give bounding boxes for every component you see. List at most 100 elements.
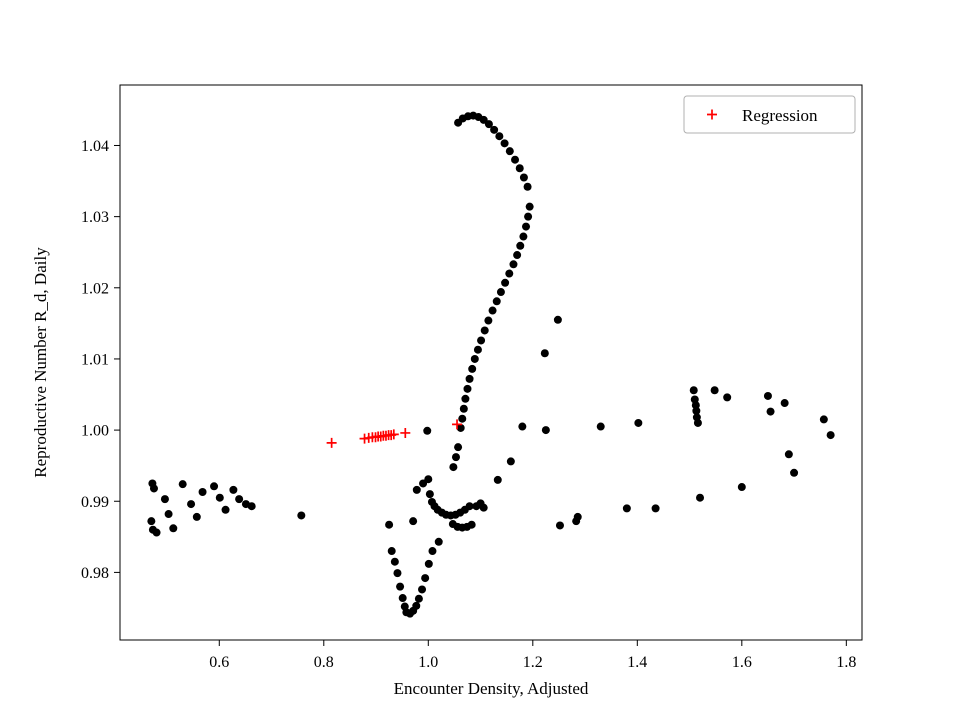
data-point [454, 443, 463, 452]
y-tick-label: 1.00 [81, 423, 109, 440]
data-point [421, 574, 430, 583]
data-point [493, 475, 502, 484]
data-point [247, 502, 256, 511]
x-tick-label: 1.4 [627, 654, 647, 671]
data-point [500, 139, 509, 148]
data-point [454, 118, 463, 127]
data-point [790, 468, 799, 477]
data-point [192, 512, 201, 521]
data-point [523, 182, 532, 191]
data-point [465, 502, 474, 511]
data-point [524, 212, 533, 221]
data-point [737, 483, 746, 492]
data-point [424, 475, 433, 484]
data-point [693, 418, 702, 427]
data-point [484, 316, 493, 325]
data-point [480, 326, 489, 335]
data-point [519, 173, 528, 182]
data-point [451, 453, 460, 462]
data-point [723, 393, 732, 402]
data-point [522, 222, 531, 231]
data-point [393, 569, 402, 578]
x-tick-label: 0.8 [314, 654, 334, 671]
y-tick-label: 1.03 [81, 209, 109, 226]
data-point [461, 394, 470, 403]
data-point [385, 520, 394, 529]
legend-label: Regression [742, 106, 818, 125]
data-point [696, 493, 705, 502]
data-point [784, 450, 793, 459]
y-tick-label: 1.02 [81, 280, 109, 297]
x-tick-label: 0.6 [209, 654, 229, 671]
data-point [434, 537, 443, 546]
data-point [516, 241, 525, 250]
plot-area-border [119, 84, 863, 641]
data-point [169, 524, 178, 533]
data-point [506, 457, 515, 466]
data-point [449, 463, 458, 472]
y-tick-label: 0.99 [81, 494, 109, 511]
data-point [555, 521, 564, 530]
data-point [479, 503, 488, 512]
data-point [553, 315, 562, 324]
data-point [210, 482, 219, 491]
data-point [412, 601, 421, 610]
regression-point [388, 429, 399, 440]
data-point [505, 147, 514, 156]
y-tick-label: 1.01 [81, 351, 109, 368]
data-point [456, 423, 465, 432]
data-point [187, 500, 196, 509]
data-point [198, 488, 207, 496]
data-point [396, 582, 405, 591]
data-point [634, 418, 643, 427]
data-point [763, 391, 772, 400]
y-tick-label: 1.04 [81, 138, 109, 155]
data-point [573, 512, 582, 521]
data-point [501, 278, 510, 287]
data-point [689, 386, 698, 395]
data-point [541, 426, 550, 435]
regression-point [326, 437, 337, 448]
data-point [412, 485, 421, 494]
data-point [511, 155, 520, 164]
data-point [819, 415, 828, 424]
data-point [470, 354, 479, 363]
y-tick-label: 0.98 [81, 565, 109, 582]
data-point [297, 511, 306, 520]
x-tick-label: 1.6 [732, 654, 752, 671]
data-point [622, 504, 631, 513]
data-point [428, 547, 437, 556]
data-point [766, 407, 775, 416]
data-point [509, 260, 518, 269]
data-point [473, 345, 482, 354]
data-point [496, 288, 505, 297]
y-axis-label: Reproductive Number R_d, Daily [31, 247, 50, 478]
data-point [492, 297, 501, 306]
data-point [409, 517, 418, 526]
data-point [418, 585, 427, 594]
x-tick-label: 1.8 [836, 654, 856, 671]
data-point [229, 485, 238, 494]
data-point [178, 480, 187, 489]
data-point [414, 594, 423, 603]
regression-point [400, 427, 411, 438]
data-point [780, 399, 789, 408]
data-point [525, 202, 534, 211]
data-point [147, 517, 156, 526]
data-point [465, 374, 474, 383]
x-axis-label: Encounter Density, Adjusted [394, 679, 589, 698]
data-point [467, 520, 476, 529]
legend-box [683, 95, 856, 134]
data-point [513, 251, 522, 260]
data-point [424, 559, 433, 568]
regression-point [452, 419, 463, 430]
data-point [710, 386, 719, 395]
data-point [463, 384, 472, 393]
data-point [160, 495, 169, 504]
data-point [235, 495, 244, 504]
data-point [596, 422, 605, 431]
data-point [651, 504, 660, 513]
data-point [490, 125, 499, 134]
